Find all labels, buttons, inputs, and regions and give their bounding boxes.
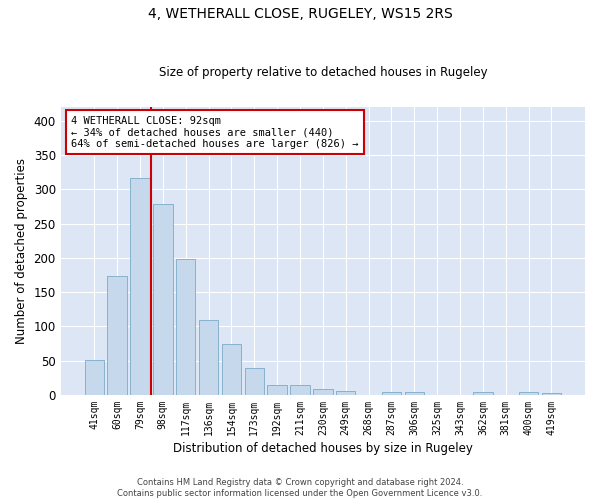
- Title: Size of property relative to detached houses in Rugeley: Size of property relative to detached ho…: [158, 66, 487, 80]
- Text: 4, WETHERALL CLOSE, RUGELEY, WS15 2RS: 4, WETHERALL CLOSE, RUGELEY, WS15 2RS: [148, 8, 452, 22]
- Text: Contains HM Land Registry data © Crown copyright and database right 2024.
Contai: Contains HM Land Registry data © Crown c…: [118, 478, 482, 498]
- Bar: [107, 276, 127, 395]
- Bar: [199, 320, 218, 395]
- Bar: [221, 344, 241, 395]
- Bar: [268, 384, 287, 395]
- Bar: [382, 392, 401, 395]
- Bar: [473, 392, 493, 395]
- Bar: [336, 391, 355, 395]
- Bar: [85, 360, 104, 395]
- Bar: [245, 368, 264, 395]
- Bar: [404, 392, 424, 395]
- Bar: [542, 393, 561, 395]
- Bar: [290, 384, 310, 395]
- Bar: [519, 392, 538, 395]
- Bar: [153, 204, 173, 395]
- Y-axis label: Number of detached properties: Number of detached properties: [15, 158, 28, 344]
- Bar: [176, 258, 196, 395]
- Text: 4 WETHERALL CLOSE: 92sqm
← 34% of detached houses are smaller (440)
64% of semi-: 4 WETHERALL CLOSE: 92sqm ← 34% of detach…: [71, 116, 359, 149]
- Bar: [130, 178, 149, 395]
- Bar: [313, 389, 332, 395]
- X-axis label: Distribution of detached houses by size in Rugeley: Distribution of detached houses by size …: [173, 442, 473, 455]
